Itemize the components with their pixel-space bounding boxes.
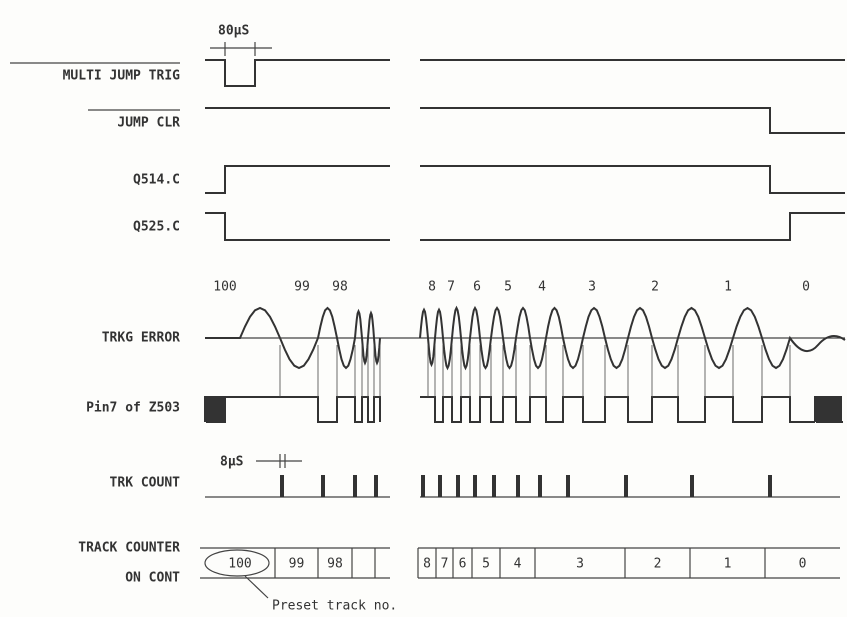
track-number: 98 (332, 280, 348, 295)
preset-circle (204, 549, 270, 577)
signal-label: JUMP CLR (117, 116, 180, 131)
counter-cell: 0 (799, 557, 807, 572)
track-number: 1 (724, 280, 732, 295)
signal-label: Q525.C (133, 220, 180, 235)
pin7-burst (814, 396, 843, 423)
counter-label: TRACK COUNTER (78, 541, 180, 556)
track-number: 6 (473, 280, 481, 295)
counter-cell: 100 (228, 557, 251, 572)
track-number: 99 (294, 280, 310, 295)
counter-cells: 100 99 98 8 7 6 5 4 3 2 1 0 (228, 548, 806, 578)
signal-label: TRKG ERROR (102, 331, 180, 346)
track-number: 5 (504, 280, 512, 295)
waveform (205, 165, 845, 194)
counter-cell: 98 (327, 557, 343, 572)
track-number: 4 (538, 280, 546, 295)
counter-cell: 4 (514, 557, 522, 572)
count-pulse (353, 475, 357, 497)
counter-cell: 6 (459, 557, 467, 572)
count-pulse (456, 475, 460, 497)
waveform (205, 212, 845, 241)
counter-cell: 8 (423, 557, 431, 572)
count-pulse (473, 475, 477, 497)
counter-cell: 5 (482, 557, 490, 572)
tracking-error (205, 306, 381, 370)
signal-label: Q514.C (133, 173, 180, 188)
track-number: 8 (428, 280, 436, 295)
waveform (205, 107, 845, 134)
track-number: 3 (588, 280, 596, 295)
count-pulse (538, 475, 542, 497)
counter-cell: 7 (441, 557, 449, 572)
leader-line (244, 575, 269, 599)
counter-cell: 3 (576, 557, 584, 572)
annotation: Preset track no. (272, 599, 397, 614)
count-pulse (768, 475, 772, 497)
pin7-wave (204, 396, 381, 423)
track-number: 100 (213, 280, 236, 295)
counter-label: ON CONT (125, 571, 180, 586)
count-pulse (566, 475, 570, 497)
pin7-wave (420, 396, 815, 423)
waveform (205, 59, 845, 87)
count-pulse (690, 475, 694, 497)
annotation: 8μS (220, 455, 244, 470)
track-number: 7 (447, 280, 455, 295)
tracking-error (419, 305, 846, 371)
count-pulse (492, 475, 496, 497)
counter-rails (200, 547, 840, 579)
count-pulse (374, 475, 378, 497)
count-pulse (321, 475, 325, 497)
track-number: 2 (651, 280, 659, 295)
count-pulse (280, 475, 284, 497)
signal-label: TRK COUNT (110, 476, 181, 491)
signal-label: MULTI JUMP TRIG (63, 69, 181, 84)
count-pulse (438, 475, 442, 497)
annotation: 80μS (218, 24, 249, 39)
analog-waves (204, 305, 846, 498)
counter-cell: 2 (654, 557, 662, 572)
track-numbers: 100 99 98 8 7 6 5 4 3 2 1 0 (213, 280, 810, 295)
track-number: 0 (802, 280, 810, 295)
count-pulse (516, 475, 520, 497)
count-pulse (624, 475, 628, 497)
signal-label: Pin7 of Z503 (86, 401, 180, 416)
counter-cell: 1 (724, 557, 732, 572)
counter-cell: 99 (289, 557, 305, 572)
count-pulse (421, 475, 425, 497)
